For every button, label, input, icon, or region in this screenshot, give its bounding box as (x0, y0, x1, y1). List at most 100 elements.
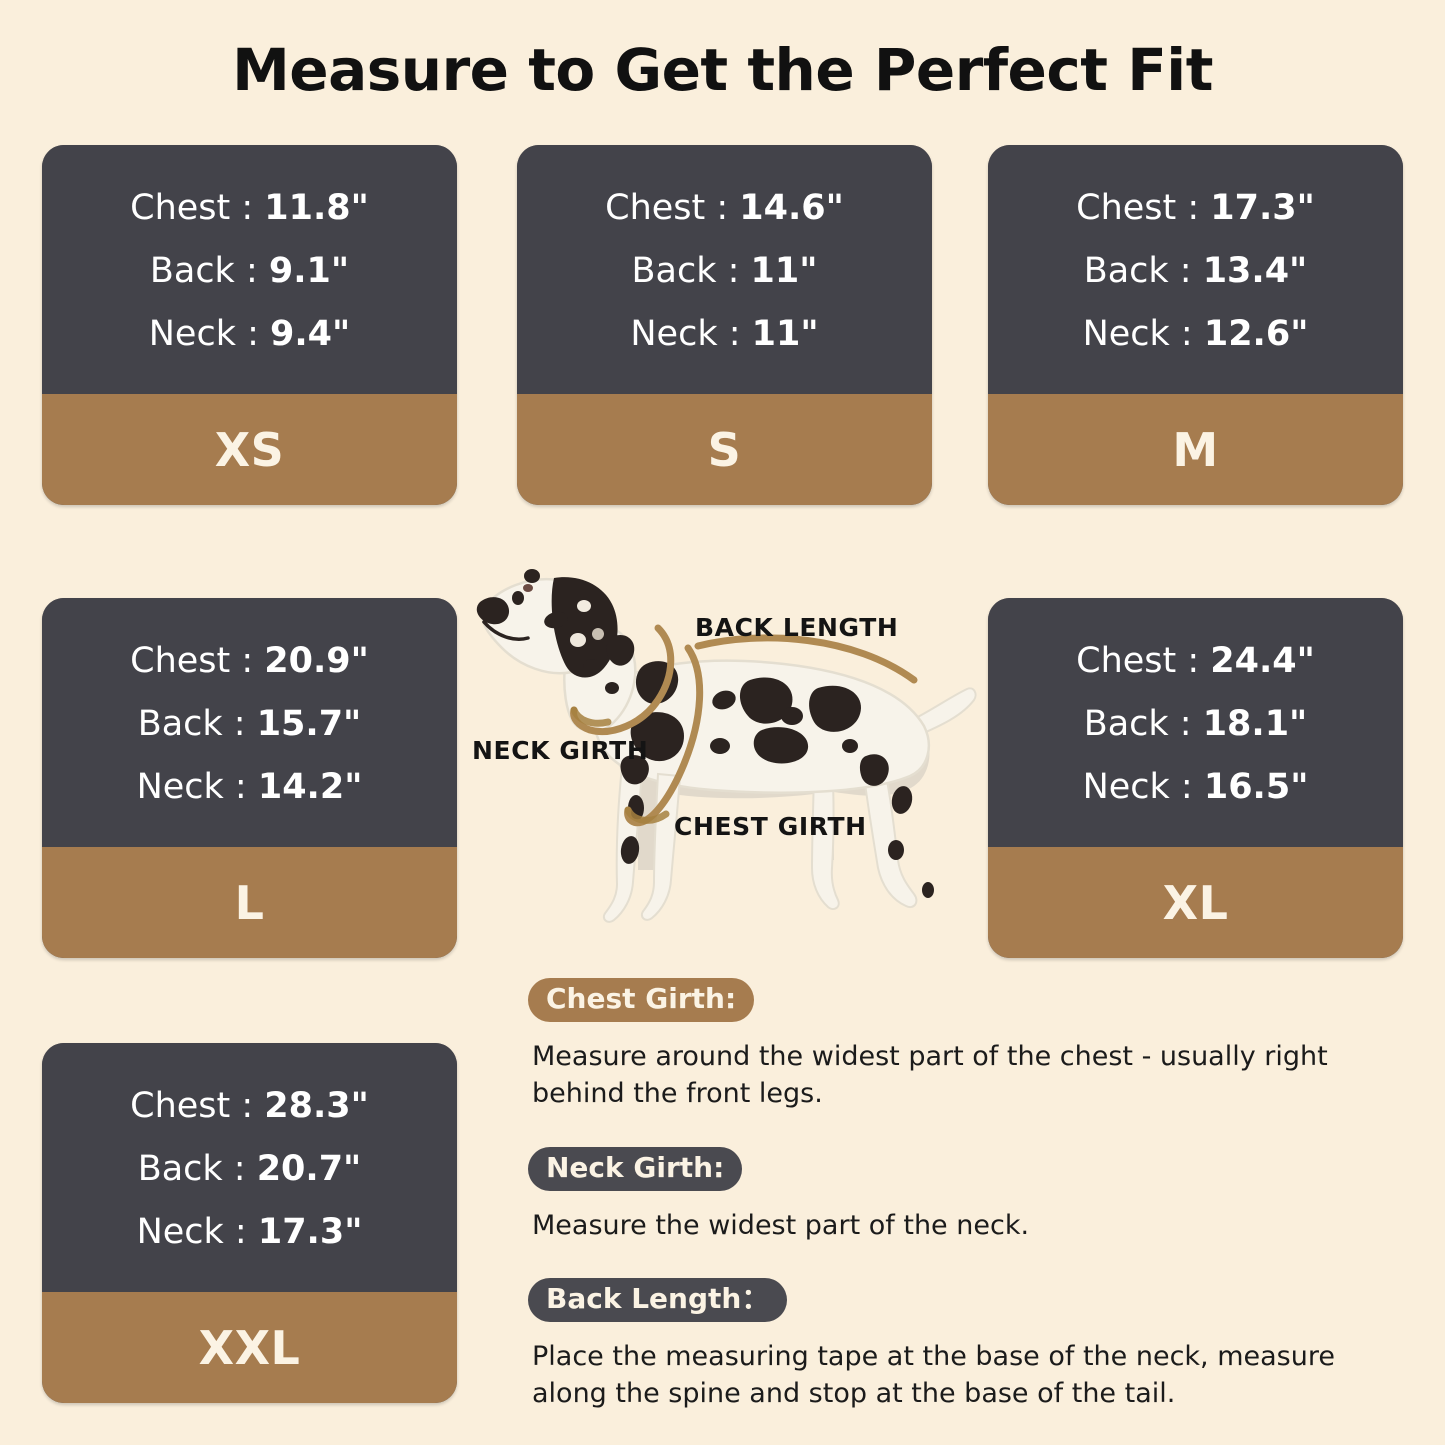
measurement-label: Neck : (630, 314, 752, 354)
instruction-neck-girth: Neck Girth: Measure the widest part of t… (528, 1146, 1408, 1244)
dog-rear-leg-front (810, 756, 840, 910)
measurement-label: Back : (1083, 251, 1203, 291)
size-card-measurements: Chest : 20.9" Back : 15.7" Neck : 14.2" (42, 598, 457, 847)
dog-front-leg-back (640, 772, 682, 921)
measurement-label: Chest : (130, 641, 265, 681)
size-card-measurements: Chest : 11.8" Back : 9.1" Neck : 9.4" (42, 145, 457, 394)
measurement-row: Neck : 16.5" (1083, 770, 1309, 805)
measurement-row: Back : 15.7" (138, 707, 362, 742)
size-card-measurements: Chest : 17.3" Back : 13.4" Neck : 12.6" (988, 145, 1403, 394)
measurement-row: Neck : 17.3" (137, 1215, 363, 1250)
measurement-row: Chest : 20.9" (130, 644, 369, 679)
measurement-label: Neck : (136, 1212, 258, 1252)
measurement-row: Back : 11" (632, 254, 818, 289)
back-length-description: Place the measuring tape at the base of … (532, 1340, 1335, 1409)
measurement-value: 17.3" (257, 1212, 363, 1252)
measurement-label: Neck : (1082, 314, 1204, 354)
size-card-measurements: Chest : 14.6" Back : 11" Neck : 11" (517, 145, 932, 394)
size-card-footer: XXL (42, 1292, 457, 1403)
dog-spot (630, 712, 684, 762)
dog-spot (739, 677, 793, 724)
neck-girth-label: NECK GIRTH (472, 736, 649, 765)
dog-mouth (482, 620, 530, 641)
size-label: S (707, 422, 742, 477)
measurement-value: 14.6" (739, 188, 844, 228)
measurement-value: 20.7" (256, 1149, 362, 1189)
size-card-l: Chest : 20.9" Back : 15.7" Neck : 14.2" … (42, 598, 457, 958)
size-card-xxl: Chest : 28.3" Back : 20.7" Neck : 17.3" … (42, 1043, 457, 1403)
size-card-measurements: Chest : 24.4" Back : 18.1" Neck : 16.5" (988, 598, 1403, 847)
measurement-label: Chest : (130, 1086, 265, 1126)
back-length-tape (694, 634, 918, 684)
dog-spot (891, 786, 913, 814)
measurement-value: 16.5" (1203, 767, 1309, 807)
measurement-label: Back : (149, 251, 269, 291)
measurement-label: Chest : (130, 188, 265, 228)
size-label: M (1172, 422, 1219, 477)
measurement-row: Chest : 24.4" (1076, 644, 1315, 679)
size-label: XXL (198, 1320, 301, 1375)
measurement-row: Chest : 11.8" (130, 191, 369, 226)
dog-spot (753, 727, 809, 764)
dog-spot (583, 659, 601, 673)
dog-ear-highlight (570, 633, 586, 647)
dog-spot (859, 754, 889, 786)
size-card-xs: Chest : 11.8" Back : 9.1" Neck : 9.4" XS (42, 145, 457, 505)
dog-spot (606, 634, 635, 666)
chest-girth-label: CHEST GIRTH (674, 812, 867, 841)
measurement-label: Neck : (136, 767, 258, 807)
measurement-row: Back : 9.1" (150, 254, 349, 289)
measuring-instructions: Chest Girth: Measure around the widest p… (528, 978, 1408, 1412)
dog-spot (620, 836, 640, 864)
size-card-xl: Chest : 24.4" Back : 18.1" Neck : 16.5" … (988, 598, 1403, 958)
measurement-value: 14.2" (257, 767, 363, 807)
measurement-label: Chest : (1076, 641, 1211, 681)
chest-girth-pill: Chest Girth: (528, 978, 755, 1022)
dog-spot (712, 690, 736, 710)
measurement-value: 12.6" (1203, 314, 1309, 354)
dog-spot (605, 682, 619, 694)
neck-girth-pill: Neck Girth: (528, 1146, 743, 1191)
instruction-chest-girth: Chest Girth: Measure around the widest p… (528, 978, 1408, 1113)
dog-spot (809, 685, 861, 732)
back-length-pill: Back Length： (528, 1277, 788, 1322)
dog-spot (781, 707, 803, 725)
measurement-row: Chest : 14.6" (605, 191, 844, 226)
chest-girth-description: Measure around the widest part of the ch… (532, 1041, 1328, 1110)
dog-ear-highlight (592, 628, 604, 640)
measurement-value: 24.4" (1210, 641, 1315, 681)
size-card-m: Chest : 17.3" Back : 13.4" Neck : 12.6" … (988, 145, 1403, 505)
dog-tail (910, 687, 977, 738)
measurement-value: 11" (750, 251, 818, 291)
measurement-value: 18.1" (1202, 704, 1308, 744)
measurement-row: Chest : 28.3" (130, 1089, 369, 1124)
size-label: L (234, 875, 265, 930)
measurement-row: Back : 18.1" (1084, 707, 1308, 742)
measurement-value: 13.4" (1202, 251, 1308, 291)
measurement-value: 11" (751, 314, 819, 354)
dog-spot (524, 569, 540, 583)
measurement-row: Neck : 9.4" (149, 317, 351, 352)
measurement-label: Back : (631, 251, 751, 291)
dog-ear-highlight (577, 600, 591, 612)
dog-spot (544, 611, 568, 629)
measurement-label: Neck : (1082, 767, 1204, 807)
dog-nose (476, 597, 510, 625)
size-card-footer: XS (42, 394, 457, 505)
neck-girth-description: Measure the widest part of the neck. (532, 1209, 1030, 1241)
dog-eye (512, 591, 524, 605)
dog-spot (523, 584, 533, 592)
measurement-value: 11.8" (264, 188, 369, 228)
measurement-row: Back : 20.7" (138, 1152, 362, 1187)
size-label: XL (1162, 875, 1229, 930)
chest-girth-tape-back (624, 806, 670, 824)
back-length-label: BACK LENGTH (695, 613, 899, 642)
measurement-row: Chest : 17.3" (1076, 191, 1315, 226)
measurement-label: Neck : (148, 314, 271, 354)
page-title: Measure to Get the Perfect Fit (232, 36, 1213, 104)
chest-girth-tape (624, 644, 704, 827)
size-card-footer: S (517, 394, 932, 505)
size-card-s: Chest : 14.6" Back : 11" Neck : 11" S (517, 145, 932, 505)
neck-girth-tape-back (570, 706, 612, 727)
measurement-row: Neck : 14.2" (137, 770, 363, 805)
